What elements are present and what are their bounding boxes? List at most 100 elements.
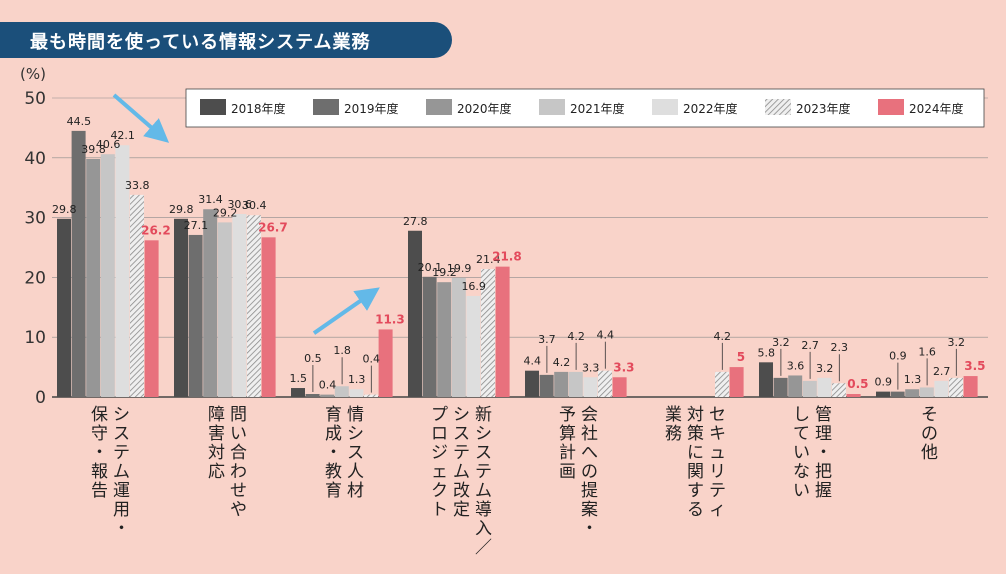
category-label: 保: [91, 405, 108, 425]
data-label: 16.9: [461, 280, 486, 293]
bar: [525, 370, 539, 397]
y-tick-label: 40: [24, 149, 46, 169]
data-label: 2.3: [831, 341, 849, 354]
category-label: 導: [475, 500, 492, 520]
data-label: 39.8: [81, 143, 106, 156]
category-label: 対: [208, 443, 225, 463]
category-label: 他: [921, 443, 938, 463]
bar: [554, 371, 569, 397]
category-label: ェ: [431, 462, 448, 482]
bar: [568, 371, 583, 397]
data-label: 4.2: [567, 330, 585, 343]
y-tick-label: 50: [24, 89, 46, 109]
category-label: ィ: [709, 500, 726, 520]
legend-label: 2023年度: [796, 101, 851, 116]
chart-title: 最も時間を使っている情報システム業務: [30, 32, 371, 53]
bar: [144, 240, 159, 397]
category-label: テ: [453, 443, 470, 463]
legend-swatch: [652, 99, 678, 115]
category-label: の: [581, 462, 598, 482]
data-label: 5: [737, 350, 745, 364]
bar: [57, 218, 71, 397]
category-label: 案: [581, 500, 598, 520]
category-label: 問: [230, 405, 247, 425]
category-label: シ: [475, 424, 492, 444]
category-label: 管: [815, 405, 832, 425]
data-label: 3.5: [964, 359, 985, 373]
category-label: 情: [347, 405, 364, 425]
data-label: 0.4: [363, 353, 381, 366]
category-label: 害: [208, 424, 225, 444]
data-label: 20.1: [418, 261, 443, 274]
category-label: 報: [91, 462, 108, 482]
category-label: ロ: [431, 424, 448, 444]
bar: [422, 276, 437, 397]
category-label: ス: [475, 443, 492, 463]
bar: [832, 383, 846, 397]
bar: [905, 389, 920, 397]
bar: [773, 377, 788, 397]
category-label: シ: [347, 424, 364, 444]
category-label: 予: [559, 405, 576, 425]
bar: [305, 394, 320, 397]
bar: [876, 391, 890, 397]
data-label: 0.4: [319, 379, 337, 392]
bar: [247, 215, 261, 397]
data-label: 19.9: [447, 262, 472, 275]
category-label: 握: [815, 481, 832, 501]
bar: [539, 374, 554, 397]
data-label: 40.6: [96, 138, 121, 151]
category-label: わ: [230, 462, 247, 482]
category-label: 社: [581, 424, 598, 444]
legend-swatch: [426, 99, 452, 115]
legend-label: 2021年度: [570, 101, 625, 116]
category-label: 応: [208, 462, 225, 482]
legend-swatch: [765, 99, 791, 115]
data-label: 0.9: [889, 350, 907, 363]
category-label: 計: [559, 443, 576, 463]
bar: [378, 329, 393, 397]
data-label: 5.8: [758, 346, 776, 359]
data-label: 1.5: [290, 372, 308, 385]
data-label: 30.4: [242, 199, 267, 212]
bar: [451, 277, 466, 397]
bar: [788, 375, 803, 397]
data-label: 21.4: [476, 253, 501, 266]
data-label: 1.3: [904, 373, 922, 386]
bar: [71, 130, 86, 397]
bar: [890, 391, 905, 397]
data-label: 2.7: [801, 339, 819, 352]
category-label: ス: [113, 424, 130, 444]
bar: [817, 377, 832, 397]
category-label: 育: [325, 405, 342, 425]
category-label: シ: [113, 405, 130, 425]
data-label: 1.6: [918, 345, 936, 358]
bar: [466, 295, 481, 397]
bar: [583, 377, 598, 397]
category-label: ス: [347, 443, 364, 463]
category-label: な: [793, 462, 810, 482]
category-label: ム: [113, 462, 130, 482]
data-label: 44.5: [67, 115, 92, 128]
category-label: 守: [91, 424, 108, 444]
category-label: ・: [325, 443, 342, 463]
data-label: 4.2: [553, 356, 571, 369]
data-label: 27.8: [403, 215, 428, 228]
category-label: 成: [325, 424, 342, 444]
bar: [291, 388, 305, 397]
data-label: 30.6: [227, 198, 252, 211]
data-label: 42.1: [110, 129, 135, 142]
bar: [320, 394, 335, 397]
legend-swatch: [313, 99, 339, 115]
data-label: 3.2: [772, 336, 790, 349]
data-label: 1.3: [348, 373, 366, 386]
bar: [919, 387, 934, 397]
category-label: ／: [475, 538, 492, 558]
bar: [963, 376, 978, 397]
category-label: 入: [475, 519, 492, 539]
category-label: テ: [113, 443, 130, 463]
category-label: る: [687, 500, 704, 520]
data-label: 0.5: [304, 352, 322, 365]
category-label: 材: [347, 481, 364, 501]
bar: [715, 371, 729, 397]
